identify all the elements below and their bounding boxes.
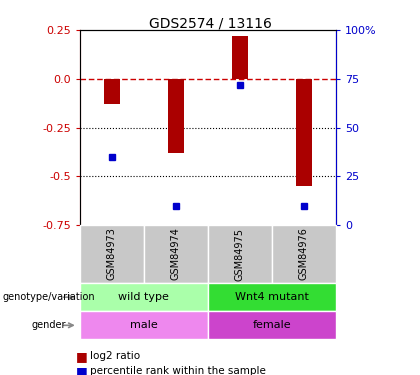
Bar	[104, 79, 120, 104]
Text: GSM84974: GSM84974	[171, 228, 181, 280]
Text: wild type: wild type	[118, 292, 169, 302]
Text: genotype/variation: genotype/variation	[2, 292, 95, 302]
Text: ■: ■	[76, 365, 87, 375]
Text: female: female	[253, 320, 291, 330]
Text: GSM84976: GSM84976	[299, 228, 309, 280]
Text: ■: ■	[76, 350, 87, 363]
Text: GDS2574 / 13116: GDS2574 / 13116	[149, 17, 271, 31]
Text: male: male	[130, 320, 158, 330]
Text: GSM84975: GSM84975	[235, 228, 245, 280]
Bar	[296, 79, 312, 186]
Text: gender: gender	[32, 320, 66, 330]
Bar	[168, 79, 184, 153]
Bar	[232, 36, 248, 79]
Text: Wnt4 mutant: Wnt4 mutant	[235, 292, 309, 302]
Text: GSM84973: GSM84973	[107, 228, 117, 280]
Text: percentile rank within the sample: percentile rank within the sample	[90, 366, 266, 375]
Text: log2 ratio: log2 ratio	[90, 351, 140, 361]
